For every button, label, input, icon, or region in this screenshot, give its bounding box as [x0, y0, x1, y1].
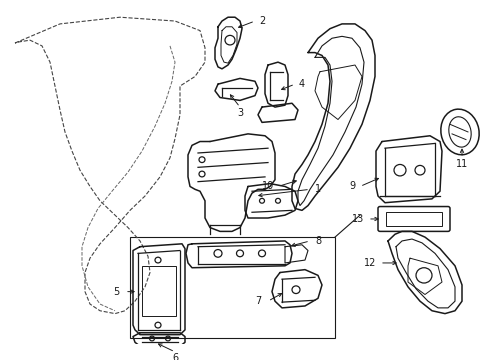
Text: 7: 7	[254, 296, 261, 306]
Text: 9: 9	[348, 181, 354, 192]
Text: 5: 5	[113, 287, 119, 297]
Text: 10: 10	[262, 181, 274, 192]
Text: 2: 2	[258, 16, 264, 26]
Text: 12: 12	[363, 258, 375, 268]
Bar	[130, 237, 334, 338]
Text: 6: 6	[172, 352, 178, 360]
Bar	[142, 266, 176, 315]
Text: 13: 13	[351, 214, 364, 224]
Text: 11: 11	[455, 159, 467, 170]
Bar	[385, 212, 441, 226]
Text: 4: 4	[298, 79, 305, 89]
Text: 8: 8	[314, 236, 321, 246]
Text: 1: 1	[314, 184, 321, 194]
Text: 3: 3	[237, 108, 243, 118]
